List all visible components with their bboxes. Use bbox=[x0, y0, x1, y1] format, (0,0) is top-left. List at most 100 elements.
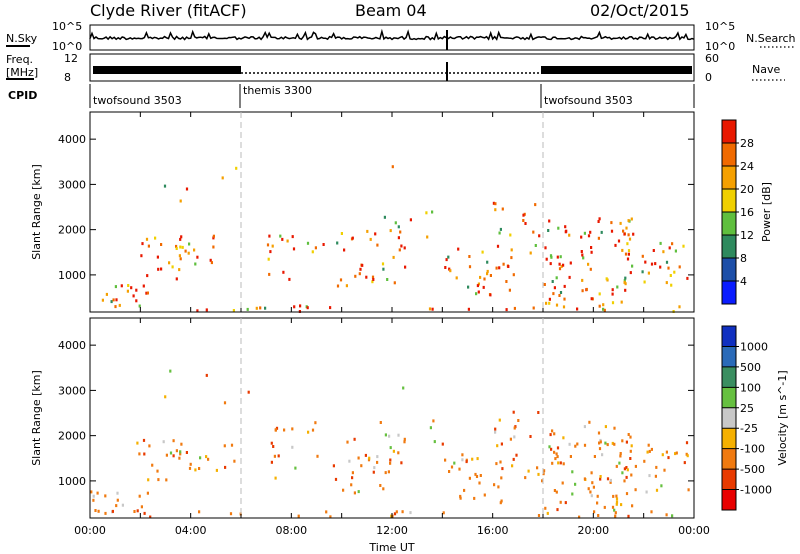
echo-cell bbox=[306, 306, 309, 310]
echo-cell bbox=[334, 477, 338, 481]
echo-cell bbox=[468, 476, 471, 480]
echo-cell bbox=[505, 280, 508, 283]
echo-cell bbox=[611, 505, 615, 509]
echo-cell bbox=[613, 442, 616, 446]
echo-cell bbox=[486, 272, 489, 276]
echo-cell bbox=[205, 373, 208, 377]
echo-cell bbox=[494, 208, 497, 212]
echo-cell bbox=[628, 237, 632, 241]
echo-cell bbox=[429, 426, 432, 430]
echo-cell bbox=[268, 272, 271, 276]
nsky-trace bbox=[89, 28, 695, 41]
echo-cell bbox=[149, 515, 152, 519]
echo-cell bbox=[670, 283, 673, 287]
echo-cell bbox=[120, 284, 123, 288]
nsky-tick-top: 10^5 bbox=[52, 20, 82, 33]
echo-cell bbox=[590, 250, 593, 254]
colorbar-tick-label: -500 bbox=[740, 463, 765, 476]
echo-cell bbox=[151, 463, 154, 467]
freq-panel: Freq. [MHz] 12 8 60 0 Nave bbox=[6, 52, 785, 84]
colorbar-tick-label: -1000 bbox=[740, 484, 772, 497]
echo-cell bbox=[350, 483, 353, 487]
echo-cell bbox=[671, 242, 674, 246]
echo-cell bbox=[507, 265, 510, 268]
echo-cell bbox=[583, 443, 587, 447]
echo-cell bbox=[455, 276, 458, 280]
echo-cell bbox=[115, 504, 118, 508]
echo-cell bbox=[270, 441, 273, 445]
echo-cell bbox=[643, 280, 646, 284]
echo-cell bbox=[551, 429, 554, 433]
echo-cell bbox=[395, 510, 398, 514]
echo-cell bbox=[611, 292, 614, 296]
station-title: Clyde River (fitACF) bbox=[90, 1, 247, 20]
echo-cell bbox=[665, 513, 668, 517]
echo-cell bbox=[114, 305, 117, 309]
echo-cell bbox=[667, 266, 670, 270]
echo-cell bbox=[626, 257, 630, 261]
echo-cell bbox=[587, 487, 590, 491]
echo-cell bbox=[499, 501, 502, 505]
echo-cell bbox=[511, 464, 514, 468]
colorbar-segment bbox=[722, 143, 736, 166]
echo-cell bbox=[431, 307, 434, 311]
echo-cell bbox=[212, 234, 215, 238]
echo-cell bbox=[648, 449, 651, 453]
echo-cell bbox=[143, 452, 146, 456]
echo-cell bbox=[314, 246, 317, 250]
echo-cell bbox=[433, 440, 436, 444]
echo-cell bbox=[626, 242, 629, 246]
echo-cell bbox=[537, 514, 541, 517]
velocity-xticks: 00:00 04:00 08:00 12:00 16:00 20:00 00:00 bbox=[74, 318, 710, 537]
echo-cell bbox=[652, 249, 655, 252]
echo-cell bbox=[596, 494, 599, 498]
echo-cell bbox=[501, 207, 504, 211]
echo-cell bbox=[138, 304, 141, 308]
xtick-label: 04:00 bbox=[175, 524, 207, 537]
echo-cell bbox=[157, 267, 160, 271]
echo-cell bbox=[271, 244, 274, 248]
echo-cell bbox=[376, 243, 379, 247]
echo-cell bbox=[589, 230, 592, 234]
echo-cell bbox=[364, 453, 367, 457]
echo-cell bbox=[283, 428, 286, 432]
echo-cell bbox=[314, 421, 317, 425]
nsky-label: N.Sky bbox=[6, 32, 38, 45]
echo-cell bbox=[494, 430, 497, 434]
echo-cell bbox=[389, 458, 392, 462]
nsearch-tick-bottom: 10^0 bbox=[705, 40, 735, 53]
echo-cell bbox=[322, 243, 325, 246]
echo-cell bbox=[172, 454, 175, 458]
echo-cell bbox=[510, 248, 513, 252]
echo-cell bbox=[627, 219, 630, 223]
echo-cell bbox=[524, 476, 527, 480]
echo-cell bbox=[316, 454, 319, 458]
echo-cell bbox=[500, 499, 503, 503]
echo-cell bbox=[311, 428, 315, 432]
echo-cell bbox=[529, 251, 532, 255]
ytick-label: 4000 bbox=[58, 133, 86, 146]
power-yticks: 1000 2000 3000 4000 bbox=[58, 133, 694, 282]
colorbar-tick-label: 16 bbox=[740, 206, 754, 219]
echo-cell bbox=[605, 277, 608, 281]
echo-cell bbox=[198, 467, 201, 470]
velocity-ylabel: Slant Range [km] bbox=[30, 370, 43, 466]
echo-cell bbox=[659, 265, 662, 269]
echo-cell bbox=[493, 483, 496, 487]
echo-cell bbox=[631, 504, 634, 508]
echo-cell bbox=[194, 262, 197, 266]
echo-cell bbox=[647, 271, 650, 275]
echo-cell bbox=[683, 461, 686, 465]
echo-cell bbox=[671, 514, 674, 518]
echo-cell bbox=[592, 485, 595, 489]
echo-cell bbox=[559, 461, 562, 465]
echo-cell bbox=[449, 269, 452, 273]
cpid-segment-2: themis 3300 bbox=[243, 84, 312, 97]
echo-cell bbox=[571, 470, 574, 474]
echo-cell bbox=[169, 451, 173, 455]
echo-cell bbox=[634, 464, 637, 468]
echo-cell bbox=[625, 475, 628, 479]
echo-cell bbox=[459, 496, 462, 500]
echo-cell bbox=[291, 235, 294, 239]
echo-cell bbox=[140, 505, 143, 509]
